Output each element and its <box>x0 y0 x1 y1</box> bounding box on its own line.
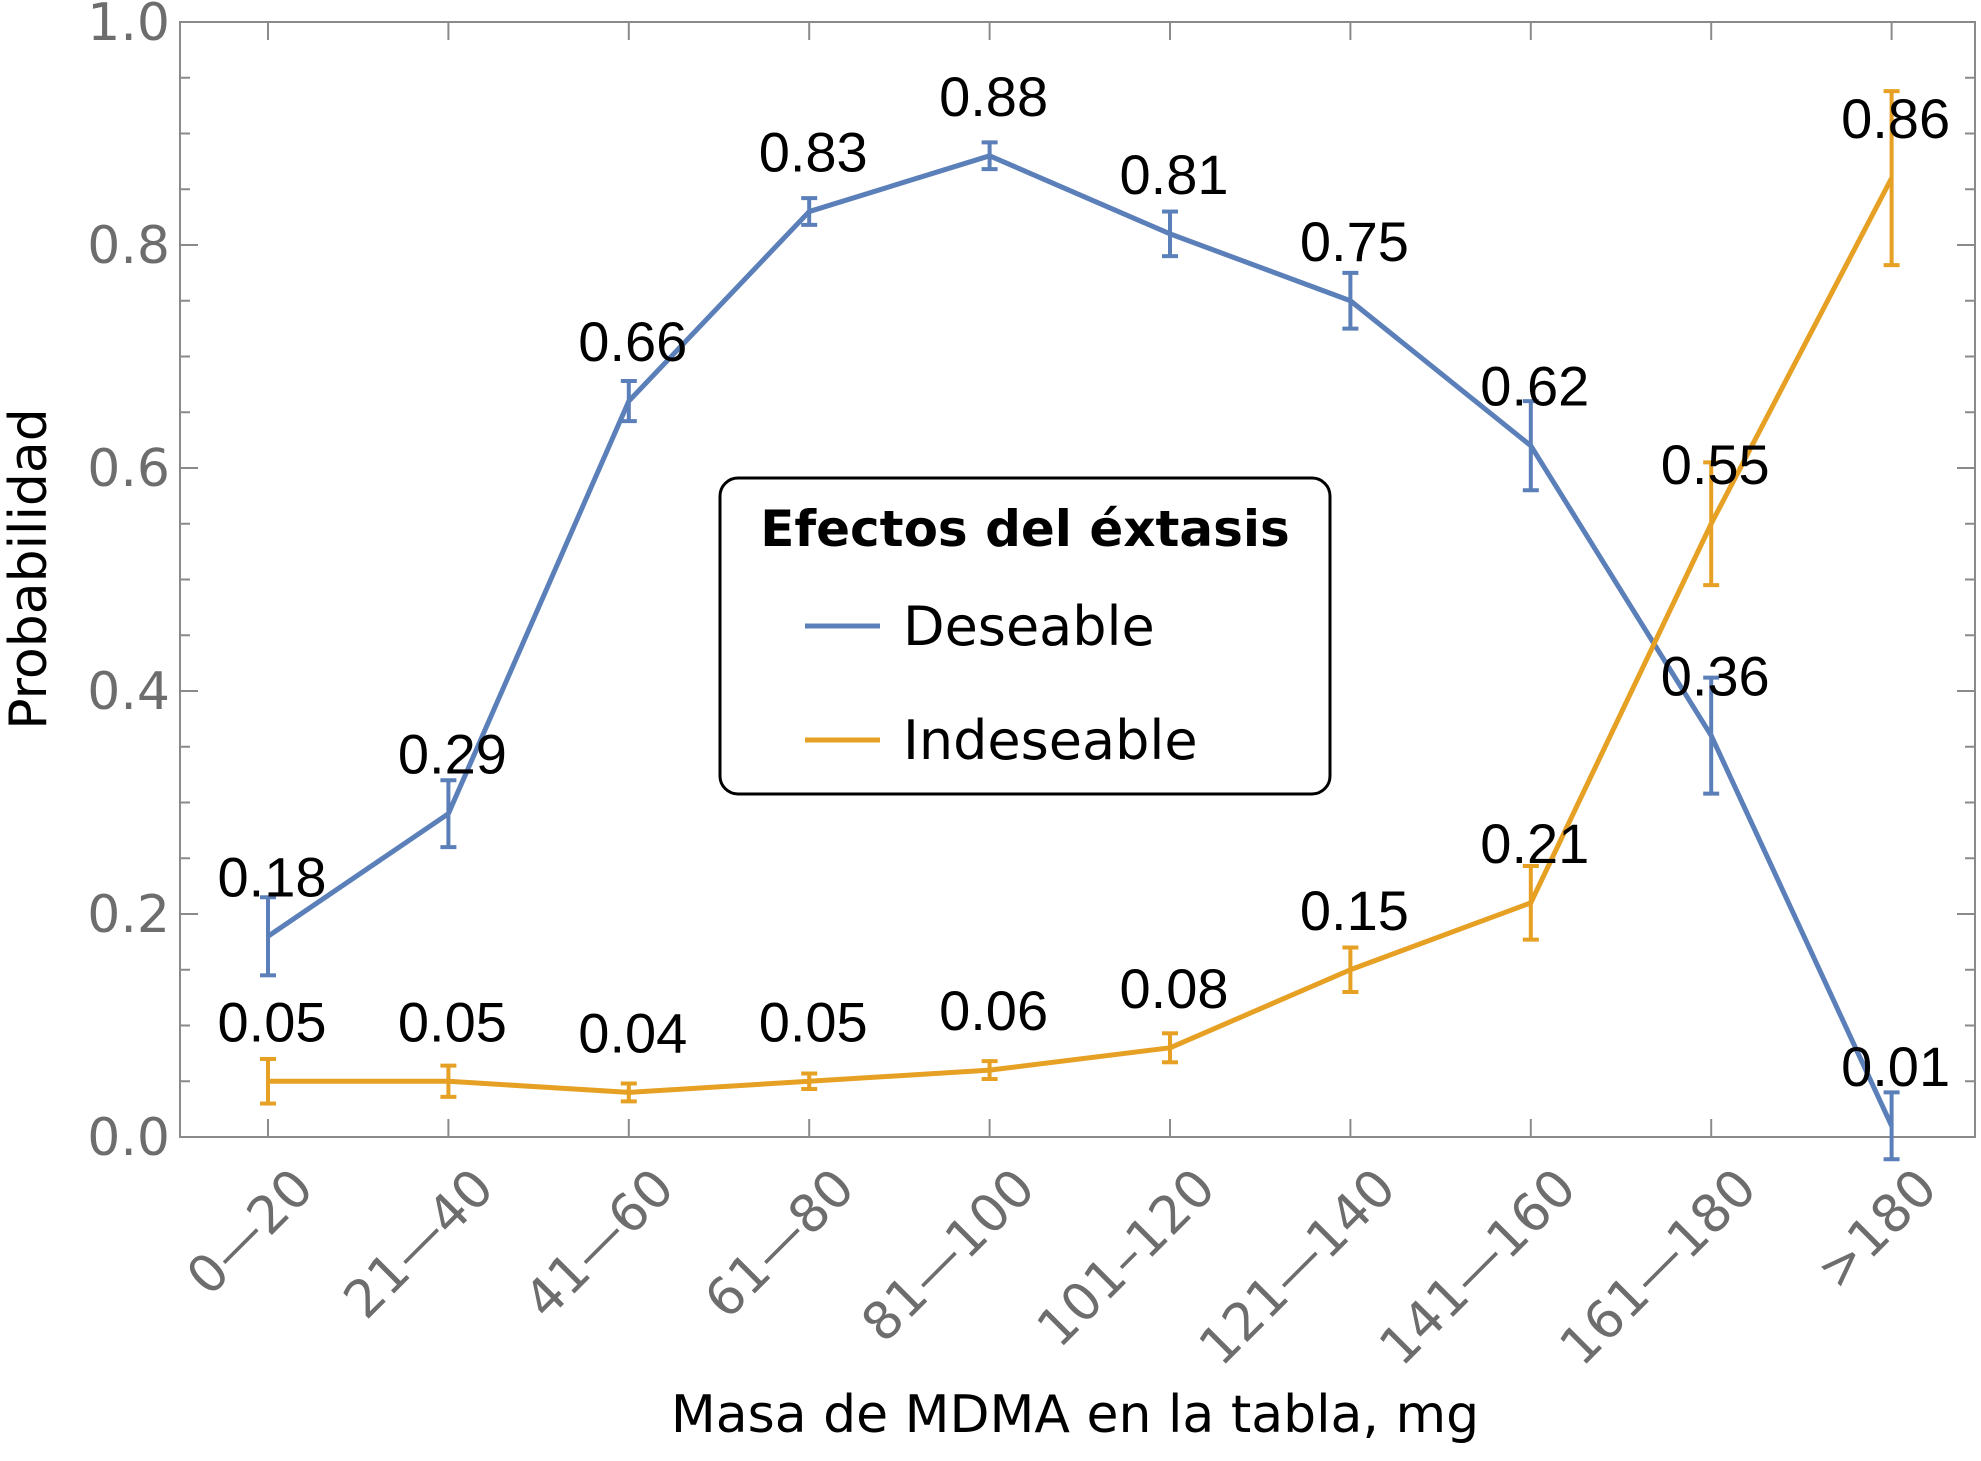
x-tick-label: 161—180 <box>1549 1158 1769 1378</box>
data-label: 0.55 <box>1661 433 1770 496</box>
data-label: 0.15 <box>1300 879 1409 942</box>
legend-title: Efectos del éxtasis <box>760 500 1290 558</box>
y-tick-label: 0.6 <box>87 439 170 499</box>
y-tick-label: 0.4 <box>87 662 170 722</box>
y-axis-title: Probabilidad <box>0 408 59 730</box>
x-tick-label: >180 <box>1805 1158 1948 1301</box>
legend: Efectos del éxtasis Deseable Indeseable <box>718 476 1332 796</box>
legend-box <box>718 476 1332 796</box>
data-label: 0.86 <box>1841 87 1950 150</box>
series-layer <box>260 89 1900 1162</box>
x-tick-label: 141—160 <box>1368 1158 1588 1378</box>
y-axis: 0.0 0.2 0.4 0.6 0.8 1.0 <box>87 0 1975 1168</box>
y-tick-label: 0.2 <box>87 885 170 945</box>
data-label: 0.66 <box>578 310 687 373</box>
x-axis-title: Masa de MDMA en la tabla, mg <box>671 1385 1479 1445</box>
x-tick-label: 0—20 <box>176 1158 325 1307</box>
data-label: 0.81 <box>1120 143 1229 206</box>
data-label: 0.36 <box>1661 645 1770 708</box>
y-tick-label: 0.0 <box>87 1108 170 1168</box>
data-label: 0.06 <box>939 979 1048 1042</box>
legend-label-deseable: Deseable <box>903 595 1155 658</box>
data-label: 0.29 <box>398 723 507 786</box>
y-tick-label: 0.8 <box>87 216 170 276</box>
y-tick-label: 1.0 <box>87 0 170 53</box>
x-tick-label: 61—80 <box>694 1158 867 1331</box>
series-line-indeseable <box>268 176 1894 1095</box>
data-label: 0.21 <box>1480 812 1589 875</box>
data-label: 0.83 <box>759 121 868 184</box>
data-label: 0.01 <box>1841 1035 1950 1098</box>
data-label: 0.05 <box>759 990 868 1053</box>
data-label: 0.88 <box>939 65 1048 128</box>
data-label: 0.08 <box>1120 957 1229 1020</box>
x-tick-label: 81—100 <box>851 1158 1047 1354</box>
data-label: 0.05 <box>398 990 507 1053</box>
series-line-deseable <box>266 153 1894 1127</box>
data-label: 0.75 <box>1300 210 1409 273</box>
legend-label-indeseable: Indeseable <box>903 709 1198 772</box>
x-tick-label: 21—40 <box>333 1158 506 1331</box>
data-labels: 0.18 0.29 0.66 0.83 0.88 0.81 0.75 0.62 0.36 0.01… <box>218 65 1951 1098</box>
x-tick-label: 41—60 <box>513 1158 686 1331</box>
data-label: 0.18 <box>218 845 327 908</box>
x-tick-label: 121—140 <box>1188 1158 1408 1378</box>
data-label: 0.05 <box>218 990 327 1053</box>
data-label: 0.04 <box>578 1001 687 1064</box>
data-label: 0.62 <box>1480 355 1589 418</box>
